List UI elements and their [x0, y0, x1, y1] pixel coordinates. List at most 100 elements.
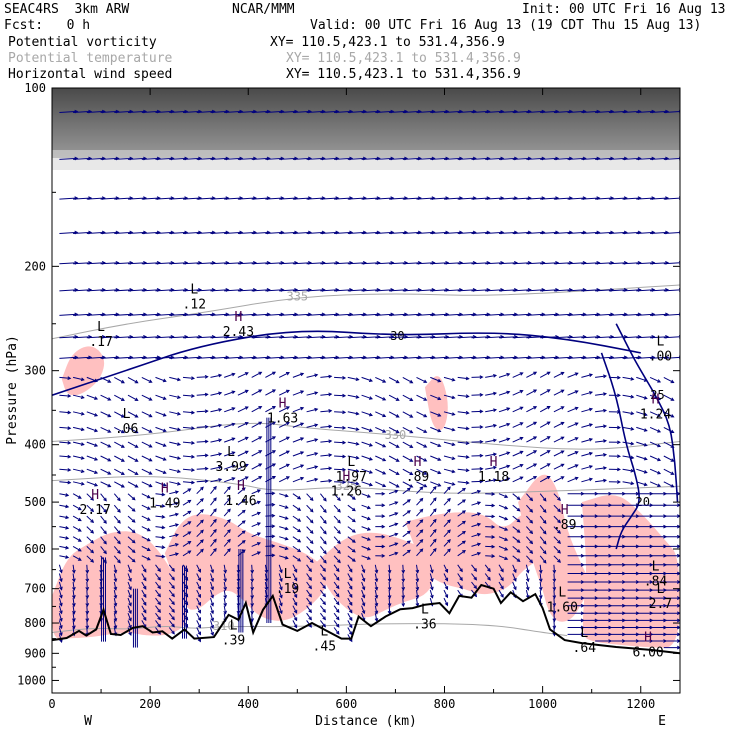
wind-vector-head: [250, 610, 255, 615]
wind-vector: [100, 515, 107, 524]
wind-vector-head: [477, 501, 482, 505]
wind-vector: [443, 376, 455, 381]
wind-vector-head: [423, 444, 428, 448]
wind-vector-head: [519, 389, 524, 394]
wind-vector: [224, 336, 243, 339]
wind-vector-head: [415, 578, 420, 583]
wind-vector-head: [308, 585, 312, 590]
wind-vector: [347, 376, 359, 381]
wind-vector: [526, 546, 533, 554]
wind-vector-head: [231, 437, 236, 441]
wind-vector-head: [447, 486, 451, 491]
wind-vector: [72, 564, 75, 573]
wind-vector-head: [552, 610, 557, 615]
wind-vector-head: [72, 595, 76, 600]
wind-vector-head: [297, 518, 302, 522]
wind-vector: [237, 289, 256, 292]
wind-vector: [72, 504, 82, 511]
plot-frame: [51, 87, 681, 694]
wind-vector-head: [297, 528, 302, 533]
wind-vector: [650, 231, 669, 234]
wind-vector-head: [231, 477, 236, 481]
wind-vector-head: [128, 569, 132, 574]
wind-vector: [196, 589, 201, 598]
wind-vector-head: [322, 593, 326, 598]
wind-vector-head: [322, 623, 326, 628]
wind-vector-head: [148, 458, 153, 462]
wind-vector-head: [218, 373, 223, 378]
wind-vector: [608, 313, 627, 316]
wind-vector: [278, 450, 290, 457]
wind-vector: [72, 426, 84, 431]
wind-vector: [114, 157, 133, 160]
wind-speed-contour-label: 30: [390, 329, 404, 343]
wind-vector: [223, 564, 227, 573]
wind-vector: [278, 422, 290, 428]
wind-vector: [334, 157, 353, 160]
wind-vector: [663, 262, 680, 265]
wind-vector: [86, 613, 88, 622]
wind-vector-head: [560, 450, 565, 454]
wind-vector-head: [493, 478, 498, 482]
wind-vector-head: [244, 372, 249, 376]
wind-vector-head: [314, 452, 319, 456]
wind-vector: [169, 524, 179, 528]
wind-vector: [141, 515, 151, 521]
wind-vector: [622, 157, 641, 160]
wind-vector-head: [519, 464, 524, 468]
wind-vector: [429, 589, 433, 598]
wind-vector-head: [465, 376, 470, 381]
wind-vector-head: [218, 438, 223, 443]
wind-vector-head: [271, 534, 276, 539]
wind-vector-head: [335, 576, 340, 581]
extremum-type: L: [580, 626, 588, 641]
wind-vector-head: [560, 421, 565, 426]
wind-vector: [389, 110, 408, 113]
wind-vector: [224, 110, 243, 113]
wind-vector-head: [204, 466, 209, 471]
wind-vector: [402, 356, 421, 359]
wind-vector: [498, 391, 510, 396]
wind-vector-head: [574, 464, 579, 468]
wind-vector: [388, 590, 391, 599]
wind-vector: [430, 411, 441, 417]
wind-vector-head: [491, 525, 496, 529]
wind-vector: [306, 589, 312, 597]
wind-vector: [155, 262, 174, 265]
wind-vector: [512, 390, 523, 396]
wind-vector: [581, 423, 593, 428]
wind-vector: [595, 425, 607, 428]
wind-vector-head: [432, 518, 437, 523]
wind-vector-head: [184, 593, 189, 598]
wind-vector-head: [80, 481, 85, 486]
wind-vector-head: [394, 532, 399, 537]
wind-vector: [334, 376, 346, 379]
wind-vector-head: [161, 525, 166, 530]
wind-vector: [581, 197, 600, 200]
x-tick-label: 1000: [528, 697, 557, 711]
wind-vector: [539, 536, 547, 545]
wind-vector: [347, 481, 359, 485]
wind-vector-head: [533, 371, 538, 376]
wind-vector-head: [161, 535, 166, 540]
wind-vector: [141, 231, 160, 234]
y-tick-label: 1000: [17, 673, 46, 687]
wind-vector: [210, 356, 229, 359]
wind-vector-head: [59, 602, 63, 607]
wind-vector: [155, 504, 165, 507]
wind-vector: [512, 515, 521, 523]
wind-vector: [224, 391, 235, 396]
wind-vector-head: [479, 439, 484, 444]
wind-vector: [59, 526, 69, 529]
wind-vector: [567, 313, 586, 316]
wind-vector: [388, 481, 400, 488]
wind-vector: [347, 605, 353, 613]
wind-vector-head: [176, 411, 182, 416]
wind-vector-head: [643, 482, 648, 487]
wind-vector: [636, 110, 655, 113]
wind-vector: [279, 110, 298, 113]
wind-vector-head: [213, 538, 217, 543]
wind-vector-head: [146, 506, 151, 510]
wind-vector-head: [142, 577, 147, 582]
wind-vector: [100, 504, 107, 513]
